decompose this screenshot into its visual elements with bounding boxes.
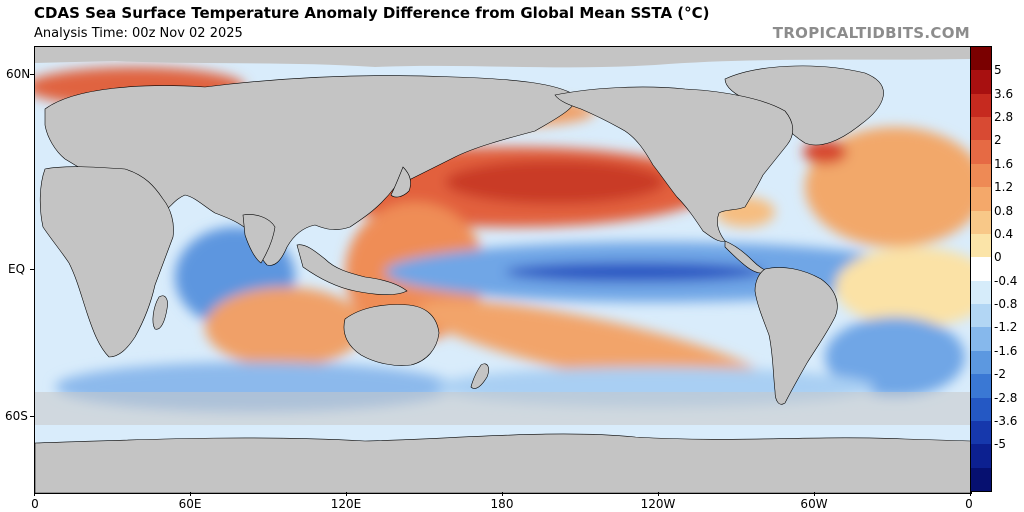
maritime-continent (296, 244, 408, 296)
lon-label-0-east: 0 (965, 497, 973, 511)
colorbar-segment (971, 327, 991, 352)
colorbar-tick-label: 0 (994, 250, 1002, 265)
colorbar-segment (971, 93, 991, 118)
australia (343, 304, 440, 366)
colorbar-segment (971, 163, 991, 188)
lon-label-120w: 120W (640, 497, 676, 511)
colorbar-tick-label: 2 (994, 133, 1002, 148)
colorbar-segment (971, 210, 991, 235)
colorbar-tick-label: -0.4 (994, 273, 1018, 288)
africa (39, 166, 174, 358)
antarctica (35, 433, 971, 493)
colorbar-tick-label: 5 (994, 63, 1002, 78)
lon-tick-60w (814, 492, 815, 496)
sst-anomaly-map (34, 46, 972, 494)
lon-label-180: 180 (490, 497, 514, 511)
colorbar-tick-label: 3.6 (994, 86, 1014, 101)
arctic-land (35, 47, 971, 68)
analysis-time: Analysis Time: 00z Nov 02 2025 (34, 26, 243, 41)
colorbar-segment (971, 467, 991, 492)
colorbar-tick-label: 0.8 (994, 203, 1014, 218)
colorbar-tick-label: -1.6 (994, 343, 1018, 358)
sea-ice-south (35, 392, 971, 425)
lat-label-60s: 60S (5, 409, 28, 423)
colorbar-segment (971, 374, 991, 399)
colorbar-tick-label: 0.4 (994, 226, 1014, 241)
colorbar (970, 46, 992, 492)
map-canvas (35, 47, 971, 493)
lon-tick-0w (34, 492, 35, 496)
colorbar-tick-label: -2.8 (994, 390, 1018, 405)
colorbar-segment (971, 420, 991, 445)
colorbar-segment (971, 70, 991, 95)
colorbar-segment (971, 233, 991, 258)
india (242, 214, 276, 264)
colorbar-tick-label: -3.6 (994, 413, 1018, 428)
lon-tick-60e (190, 492, 191, 496)
colorbar-tick-label: -2 (994, 367, 1006, 382)
colorbar-segment (971, 257, 991, 282)
colorbar-segment (971, 304, 991, 328)
lon-tick-120w (658, 492, 659, 496)
brand-watermark: TROPICALTIDBITS.COM (772, 24, 970, 42)
north-america (554, 86, 794, 242)
colorbar-tick-label: -0.8 (994, 297, 1018, 312)
colorbar-tick-label: -1.2 (994, 320, 1018, 335)
colorbar-segment (971, 117, 991, 141)
lon-label-60w: 60W (800, 497, 828, 511)
sst-anomaly-field (35, 67, 971, 412)
lat-tick-60s (30, 416, 34, 417)
new-zealand (470, 363, 489, 389)
lon-label-0-west: 0 (31, 497, 39, 511)
colorbar-segment (971, 444, 991, 469)
colorbar-segment (971, 280, 991, 305)
madagascar (152, 295, 168, 330)
colorbar-segment (971, 140, 991, 165)
lat-tick-60n (30, 74, 34, 75)
colorbar-segment (971, 47, 991, 71)
colorbar-tick-label: 1.2 (994, 180, 1014, 195)
lat-label-60n: 60N (6, 67, 31, 81)
colorbar-tick-label: 1.6 (994, 156, 1014, 171)
colorbar-segment (971, 350, 991, 375)
colorbar-segment (971, 397, 991, 422)
colorbar-segment (971, 187, 991, 212)
lat-tick-eq (30, 269, 34, 270)
map-title: CDAS Sea Surface Temperature Anomaly Dif… (34, 4, 710, 22)
colorbar-tick-label: -5 (994, 437, 1006, 452)
lon-tick-180 (502, 492, 503, 496)
lat-label-eq: EQ (8, 262, 26, 276)
south-america (754, 267, 838, 405)
japan (390, 166, 411, 198)
colorbar-tick-label: 2.8 (994, 110, 1014, 125)
lon-label-120e: 120E (330, 497, 362, 511)
lon-tick-120e (346, 492, 347, 496)
lon-label-60e: 60E (178, 497, 202, 511)
lon-tick-0e (970, 492, 971, 496)
